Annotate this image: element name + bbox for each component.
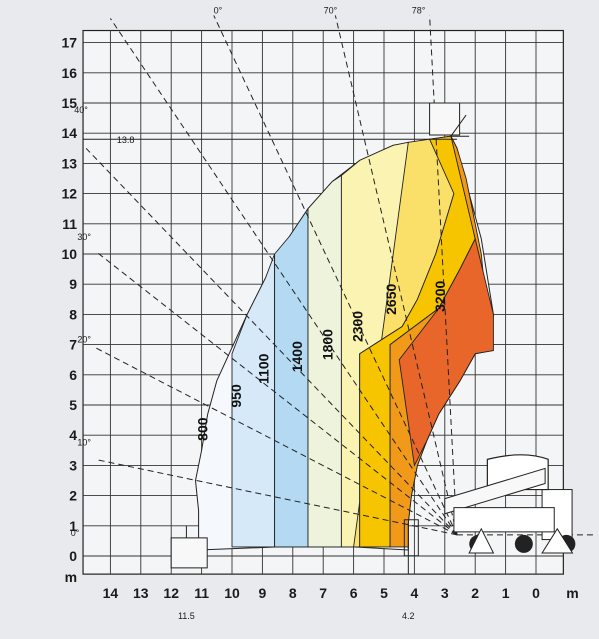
y-tick-label: 8: [69, 306, 77, 322]
zone-label-950: 950: [228, 384, 244, 408]
outrigger-front: [468, 527, 495, 554]
y-tick-label: 2: [69, 488, 77, 504]
x-tick-label: 5: [380, 585, 388, 601]
boom-angle-line: [213, 15, 458, 536]
telehandler-illustration: [170, 102, 576, 569]
forks-min-reach: [403, 519, 419, 557]
x-tick-label: 12: [163, 585, 179, 601]
x-tick-label: 13: [133, 585, 149, 601]
zone-label-2300: 2300: [350, 311, 366, 342]
angle-label: 10°: [77, 437, 91, 447]
x-tick-label: 1: [502, 585, 510, 601]
max-reach-label: 11.5: [178, 611, 195, 621]
x-tick-label: 3: [441, 585, 449, 601]
zone-label-1400: 1400: [289, 341, 305, 372]
forks-max-height: [450, 114, 470, 137]
zone-1100: [274, 207, 309, 548]
wheel: [514, 534, 533, 553]
y-tick-label: 3: [69, 457, 77, 473]
y-tick-label: 16: [61, 65, 77, 81]
x-tick-label: 10: [224, 585, 240, 601]
x-tick-label: 11: [194, 585, 209, 601]
angle-label: 0°: [214, 5, 223, 15]
x-tick-label: 4: [411, 585, 419, 601]
zone-label-800: 800: [195, 417, 211, 441]
boom-angle-line: [429, 15, 458, 535]
max-height-label: 13.8: [117, 135, 135, 145]
y-tick-label: 12: [61, 186, 77, 202]
boom-angle-line: [94, 347, 458, 536]
x-tick-label: 6: [350, 585, 358, 601]
y-tick-label: 13: [61, 155, 77, 171]
x-tick-label: 0: [532, 585, 540, 601]
y-tick-label: 5: [69, 397, 77, 413]
boom-angle-line: [334, 15, 458, 535]
boom-angle-line: [94, 250, 458, 536]
y-tick-label: 9: [69, 276, 77, 292]
angle-label: 0°: [71, 528, 80, 538]
x-tick-label: 8: [289, 585, 297, 601]
y-tick-label: 10: [61, 246, 77, 262]
boom: [444, 467, 546, 515]
angle-label: 78°: [412, 5, 426, 15]
zone-label-1800: 1800: [319, 329, 335, 360]
x-axis-unit: m: [566, 585, 578, 601]
zone-3200: [398, 237, 494, 467]
angle-label: 30°: [77, 232, 91, 242]
y-tick-label: 14: [61, 125, 77, 141]
y-tick-label: 17: [61, 35, 77, 51]
y-tick-label: 15: [61, 95, 77, 111]
zone-label-1100: 1100: [255, 353, 271, 384]
y-tick-label: 11: [62, 216, 77, 232]
x-tick-label: 9: [259, 585, 267, 601]
load-zones: [194, 135, 494, 551]
y-axis-unit: m: [65, 569, 77, 585]
min-reach-label: 4.2: [402, 611, 415, 621]
pallet-max-reach: [170, 537, 208, 569]
y-tick-label: 6: [69, 367, 77, 383]
y-tick-label: 4: [69, 427, 77, 443]
y-tick-label: 1: [69, 518, 77, 534]
pallet-max-height: [429, 102, 461, 136]
boom-angle-line: [109, 18, 458, 536]
boom-angle-line: [95, 458, 458, 536]
outrigger-rear: [541, 527, 574, 554]
angle-label: 70°: [324, 5, 338, 15]
zone-1400: [307, 174, 342, 548]
y-tick-label: 7: [69, 337, 77, 353]
x-tick-label: 7: [319, 585, 327, 601]
angle-label: 20°: [77, 335, 91, 345]
y-tick-label: 0: [69, 548, 77, 564]
angle-label: 40°: [74, 105, 88, 115]
chassis: [453, 507, 555, 533]
x-tick-label: 2: [471, 585, 479, 601]
zone-label-2650: 2650: [383, 284, 399, 315]
x-tick-label: 14: [103, 585, 119, 601]
zone-label-3200: 3200: [432, 280, 448, 311]
